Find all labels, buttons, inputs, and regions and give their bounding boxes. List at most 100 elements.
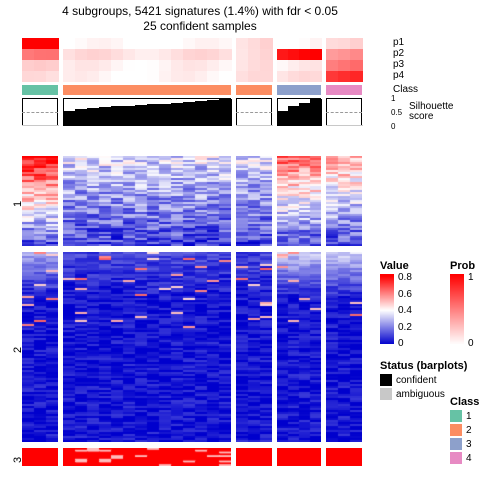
anno-prob-cell (326, 71, 339, 82)
anno-prob-cell (34, 71, 47, 82)
anno-prob-cell (135, 38, 148, 49)
heatmap-block (22, 156, 58, 246)
anno-prob-cell (75, 38, 88, 49)
anno-prob-cell (99, 60, 112, 71)
anno-prob-cell (111, 60, 124, 71)
anno-prob-cell (183, 71, 196, 82)
anno-prob-cell (326, 38, 339, 49)
anno-prob-cell (171, 49, 184, 60)
anno-prob-cell (260, 71, 273, 82)
legend-prob-title: Prob (450, 260, 500, 272)
silhouette-tick: 0 (391, 122, 395, 131)
silhouette-bar (99, 107, 112, 126)
legend-swatch (380, 374, 392, 386)
legend-class: Class 1234 (450, 396, 504, 464)
anno-prob-cell (22, 71, 35, 82)
anno-prob-cell (159, 71, 172, 82)
silhouette-bar (87, 108, 100, 126)
anno-prob-cell (338, 49, 351, 60)
anno-prob-cell (219, 49, 232, 60)
silhouette-bar (46, 125, 59, 126)
heatmap-block (22, 448, 58, 466)
anno-prob-cell (219, 60, 232, 71)
silhouette-bar (326, 125, 339, 126)
anno-prob-cell (299, 60, 311, 71)
heatmap-block (277, 156, 321, 246)
anno-prob-cell (123, 38, 136, 49)
silhouette-bar (111, 106, 124, 126)
anno-prob-cell (350, 71, 363, 82)
anno-prob-cell (277, 49, 289, 60)
legend-swatch (450, 438, 462, 450)
anno-prob-cell (248, 60, 261, 71)
anno-prob-cell (87, 71, 100, 82)
silhouette-midline (236, 112, 272, 113)
legend-swatch (450, 410, 462, 422)
anno-prob-cell (46, 38, 59, 49)
anno-label-p2: p2 (393, 48, 404, 59)
anno-prob-cell (260, 60, 273, 71)
legend-item-label: confident (396, 375, 437, 386)
anno-class-cell (236, 85, 272, 95)
anno-prob-cell (63, 49, 76, 60)
anno-prob-cell (46, 49, 59, 60)
anno-prob-cell (248, 71, 261, 82)
anno-prob-cell (207, 38, 220, 49)
legend-value-tick: 0.6 (398, 289, 412, 300)
anno-prob-cell (111, 71, 124, 82)
heatmap-block (326, 252, 362, 442)
legend-swatch (450, 452, 462, 464)
anno-label-silhouette: Silhouette score (409, 102, 453, 122)
legend-value-bar (380, 274, 394, 344)
anno-prob-cell (75, 60, 88, 71)
legend-value-tick: 0.8 (398, 272, 412, 283)
anno-prob-cell (159, 60, 172, 71)
silhouette-tick: 1 (391, 94, 395, 103)
heatmap-block (277, 448, 321, 466)
legend-item-label: 3 (466, 439, 472, 450)
heatmap-block (63, 448, 231, 466)
anno-prob-cell (22, 60, 35, 71)
anno-prob-cell (87, 49, 100, 60)
legend-prob-tick: 0 (468, 338, 474, 349)
anno-prob-cell (260, 38, 273, 49)
anno-prob-cell (236, 60, 249, 71)
silhouette-bar (277, 111, 289, 126)
silhouette-midline (22, 112, 58, 113)
anno-prob-cell (207, 49, 220, 60)
anno-label-p1: p1 (393, 37, 404, 48)
anno-prob-cell (350, 38, 363, 49)
anno-prob-cell (123, 49, 136, 60)
heatmap-block (22, 252, 58, 442)
heatmap-block (236, 156, 272, 246)
anno-prob-cell (207, 71, 220, 82)
silhouette-bar (63, 111, 76, 126)
anno-prob-cell (288, 60, 300, 71)
anno-prob-cell (63, 60, 76, 71)
anno-prob-cell (75, 49, 88, 60)
anno-prob-cell (22, 38, 35, 49)
heatmap-block (236, 448, 272, 466)
title-line-1: 4 subgroups, 5421 signatures (1.4%) with… (40, 4, 360, 18)
legend-class-item: 1 (450, 410, 504, 422)
anno-prob-cell (195, 49, 208, 60)
anno-class-cell (63, 85, 231, 95)
anno-prob-cell (183, 38, 196, 49)
anno-prob-cell (63, 71, 76, 82)
anno-prob-cell (159, 38, 172, 49)
legend-class-item: 4 (450, 452, 504, 464)
legend-item-label: 4 (466, 453, 472, 464)
anno-prob-cell (338, 71, 351, 82)
anno-prob-cell (171, 38, 184, 49)
silhouette-bar (310, 99, 322, 126)
anno-class-cell (326, 85, 362, 95)
legend-class-item: 3 (450, 438, 504, 450)
silhouette-bar (22, 125, 35, 126)
anno-prob-cell (310, 60, 322, 71)
anno-prob-cell (195, 38, 208, 49)
legend-item-label: 1 (466, 411, 472, 422)
anno-prob-cell (236, 71, 249, 82)
anno-prob-cell (87, 38, 100, 49)
silhouette-bar (75, 109, 88, 126)
anno-prob-cell (338, 60, 351, 71)
